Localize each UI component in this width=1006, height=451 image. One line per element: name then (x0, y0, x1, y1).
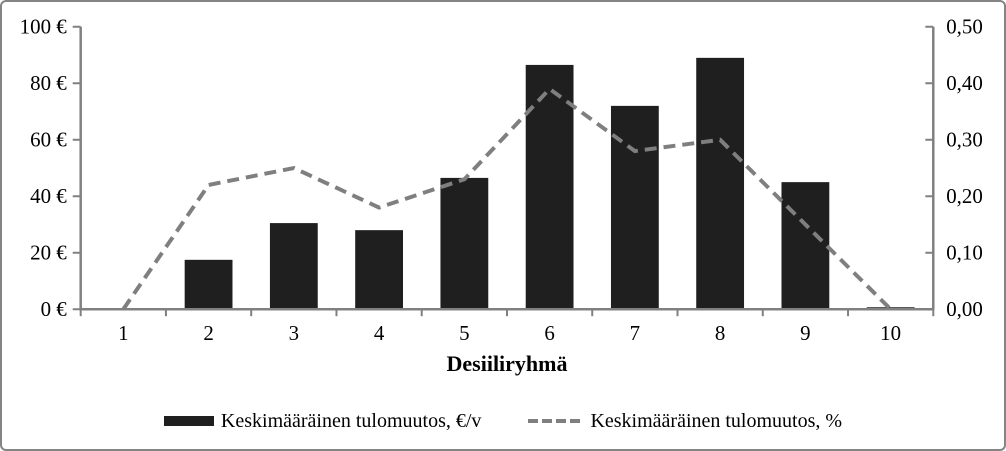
right-axis-tick-labels: 0,00 0,10 0,20 0,30 0,40 0,50 (946, 15, 983, 321)
bar-series-label: Keskimääräinen tulomuutos, €/v (220, 409, 482, 432)
right-axis-tick-label: 0,40 (946, 71, 983, 95)
axes (72, 25, 935, 317)
bar (781, 182, 830, 310)
x-axis-tick-label: 5 (459, 321, 469, 345)
bar (355, 230, 403, 310)
line-series (121, 86, 893, 311)
x-axis-tick-label: 10 (880, 321, 901, 345)
x-axis-title: Desiiliryhmä (446, 351, 568, 376)
left-axis-tick-label: 40 € (30, 184, 67, 208)
x-axis-tick-label: 9 (800, 321, 810, 345)
x-axis-tick-label: 8 (715, 321, 725, 345)
legend-item-bar-series: Keskimääräinen tulomuutos, €/v (163, 409, 482, 433)
legend: Keskimääräinen tulomuutos, €/v Keskimäär… (2, 405, 1004, 437)
left-axis-tick-label: 100 € (20, 15, 68, 39)
dashed-line (121, 86, 893, 311)
line-series-label: Keskimääräinen tulomuutos, % (590, 409, 843, 432)
x-axis-tick-label: 6 (544, 321, 554, 345)
x-axis-tick-label: 1 (118, 321, 128, 345)
left-axis-tick-label: 0 € (41, 297, 68, 321)
bar (696, 57, 745, 310)
x-axis-tick-label: 7 (630, 321, 640, 345)
bar-series-swatch-icon (163, 416, 214, 426)
bar (184, 259, 233, 310)
bar (440, 177, 489, 310)
bars-series (184, 57, 915, 310)
dashed-line-swatch-icon (528, 419, 583, 423)
right-axis-tick-label: 0,20 (946, 184, 983, 208)
left-axis-tick-label: 80 € (30, 71, 67, 95)
x-axis-tick-label: 3 (289, 321, 299, 345)
bar (610, 105, 659, 310)
bar (269, 223, 318, 310)
bar (525, 64, 574, 310)
right-axis-tick-label: 0,30 (946, 128, 983, 152)
x-axis-tick-label: 2 (203, 321, 213, 345)
left-axis-tick-label: 20 € (30, 241, 67, 265)
legend-item-line-series: Keskimääräinen tulomuutos, % (528, 410, 842, 433)
left-axis-tick-label: 60 € (30, 128, 67, 152)
right-axis-tick-label: 0,10 (946, 241, 983, 265)
x-axis-tick-label: 4 (374, 321, 385, 345)
right-axis-tick-label: 0,50 (946, 15, 983, 39)
right-axis-tick-label: 0,00 (946, 297, 983, 321)
left-axis-tick-labels: 0 € 20 € 40 € 60 € 80 € 100 € (20, 15, 68, 321)
x-axis-tick-labels: 1 2 3 4 5 6 7 8 9 10 (118, 321, 901, 345)
